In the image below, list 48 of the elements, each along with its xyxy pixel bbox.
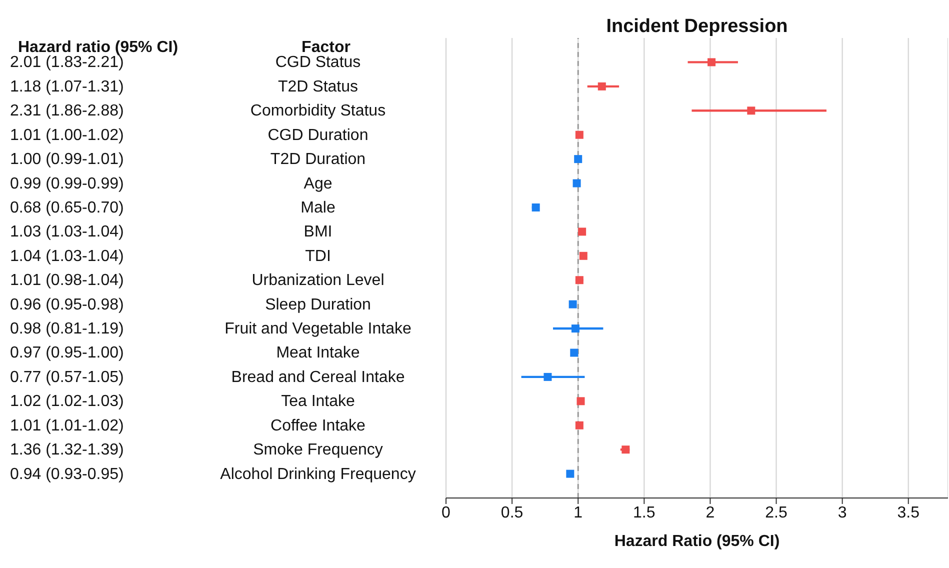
data-label: 0.98 (0.81-1.19)	[10, 320, 124, 338]
x-axis-title: Hazard Ratio (95% CI)	[614, 533, 780, 550]
y-tick-label: T2D Status	[278, 78, 358, 96]
x-tick-label: 0	[442, 504, 451, 522]
y-tick-label: Tea Intake	[281, 393, 356, 410]
data-label: 1.00 (0.99-1.01)	[10, 151, 124, 168]
y-tick-label: BMI	[304, 224, 332, 241]
y-tick-label: Sleep Duration	[265, 296, 371, 314]
data-label: 0.96 (0.95-0.98)	[10, 296, 124, 314]
y-tick-label: CGD Status	[275, 54, 361, 72]
y-tick-label: Fruit and Vegetable Intake	[224, 320, 412, 338]
y-tick-label: Bread and Cereal Intake	[231, 368, 405, 386]
x-tick-label: 2.5	[765, 504, 788, 522]
data-label: 1.02 (1.02-1.03)	[10, 393, 124, 410]
x-tick-label: 3	[838, 504, 847, 522]
y-tick-label: Urbanization Level	[252, 272, 384, 290]
text: Hazard ratio (95% CI)	[18, 39, 178, 56]
y-tick-label: Alcohol Drinking Frequency	[220, 466, 416, 483]
data-label: 0.94 (0.93-0.95)	[10, 466, 124, 483]
data-label: 1.36 (1.32-1.39)	[10, 442, 124, 459]
data-label: 2.01 (1.83-2.21)	[10, 54, 124, 72]
y-tick-label: Age	[304, 175, 332, 192]
data-label: 1.01 (0.98-1.04)	[10, 272, 124, 290]
data-label: 1.18 (1.07-1.31)	[10, 78, 124, 96]
x-tick-label: 2	[706, 504, 715, 522]
x-tick-label: 1.5	[633, 504, 656, 522]
y-tick-label: Meat Intake	[276, 344, 360, 362]
data-label: 0.77 (0.57-1.05)	[10, 368, 124, 386]
y-tick-label: Male	[300, 199, 336, 216]
x-tick-label: 1	[574, 504, 583, 522]
data-label: 1.01 (1.00-1.02)	[10, 126, 124, 144]
data-label: 1.01 (1.01-1.02)	[10, 417, 124, 434]
y-tick-label: CGD Duration	[268, 126, 368, 144]
data-label: 0.97 (0.95-1.00)	[10, 344, 124, 362]
x-tick-label: 0.5	[500, 504, 524, 522]
data-label: 1.03 (1.03-1.04)	[10, 224, 124, 241]
y-tick-label: Comorbidity Status	[250, 102, 386, 120]
data-label: 1.04 (1.03-1.04)	[10, 248, 124, 265]
chart-title: Incident Depression	[605, 16, 789, 38]
data-label: 2.31 (1.86-2.88)	[10, 102, 124, 120]
y-tick-label: Smoke Frequency	[253, 442, 383, 459]
y-tick-label: Coffee Intake	[270, 417, 366, 434]
y-tick-label: T2D Duration	[270, 151, 366, 168]
data-label: 0.99 (0.99-0.99)	[10, 175, 124, 192]
x-tick-label: 3.5	[897, 504, 920, 522]
text: Factor	[302, 39, 350, 56]
data-label: 0.68 (0.65-0.70)	[10, 199, 124, 216]
y-tick-label: TDI	[305, 248, 331, 265]
